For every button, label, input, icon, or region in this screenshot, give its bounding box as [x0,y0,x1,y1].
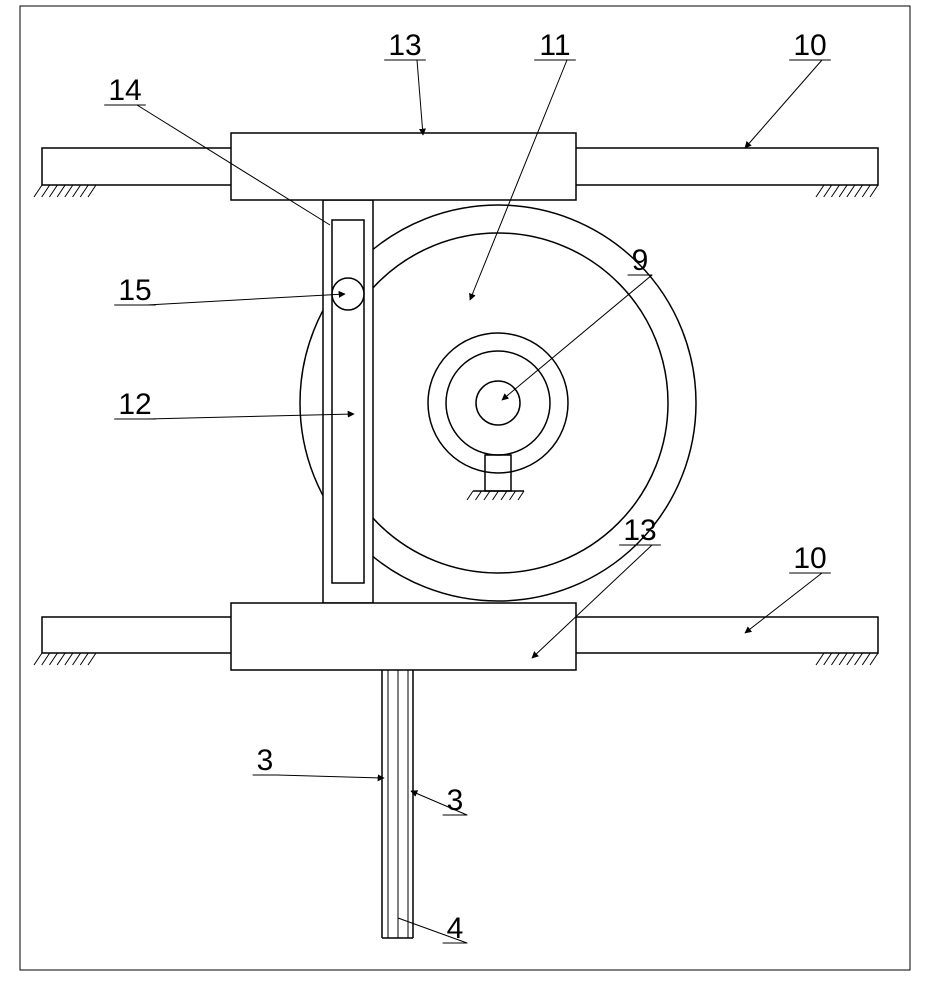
callout-lbl_15: 15 [118,274,151,307]
callout-lbl_12: 12 [118,388,151,421]
engineering-diagram: 13 11 10 14 15 9 12 13 10 3 3 4 [0,0,935,1000]
callout-lbl_3b: 3 [447,784,464,817]
callout-lbl_11: 11 [539,29,570,62]
callout-lbl_10a: 10 [793,29,826,62]
diagram-container: 13 11 10 14 15 9 12 13 10 3 3 4 [0,0,935,1000]
callout-lbl_9: 9 [632,244,649,277]
callout-lbl_13a: 13 [388,29,421,62]
callout-lbl_4: 4 [447,912,464,945]
callout-lbl_10b: 10 [793,542,826,575]
callout-lbl_14: 14 [108,74,141,107]
callout-lbl_3a: 3 [257,744,274,777]
callout-lbl_13b: 13 [623,514,656,547]
